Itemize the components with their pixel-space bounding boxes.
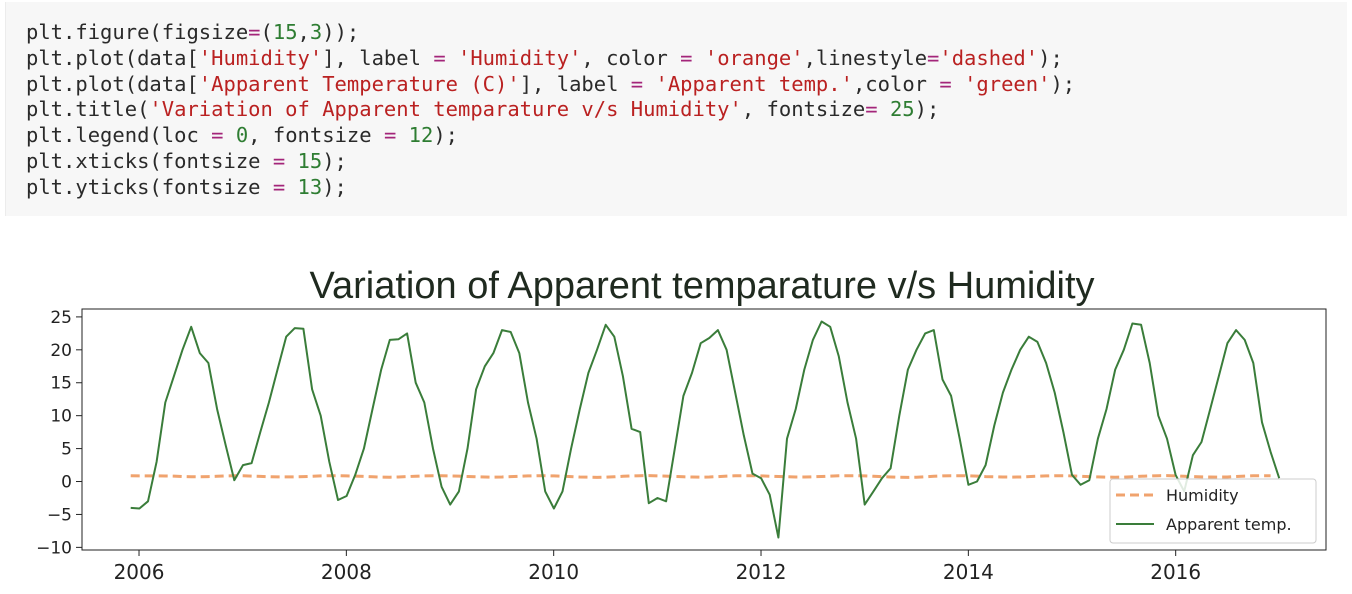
code-token: plt.legend(loc [26, 123, 212, 148]
code-token: ); [322, 174, 347, 199]
legend-box [1109, 478, 1317, 544]
x-tick-label: 2006 [114, 560, 165, 584]
code-token: = [630, 71, 644, 96]
y-tick-label: 5 [61, 440, 72, 460]
apparent-temp-series-line [130, 320, 1281, 539]
code-token: = [680, 45, 693, 70]
code-line: plt.yticks(fontsize = 13); [26, 175, 1075, 201]
code-line: plt.legend(loc = 0, fontsize = 12); [26, 123, 1075, 149]
code-token: 'Apparent Temperature (C)' [198, 71, 520, 96]
code-token: = [433, 45, 446, 70]
y-tick-label: 20 [50, 341, 72, 361]
x-tick-label: 2016 [1150, 560, 1201, 584]
x-tick-label: 2010 [528, 560, 579, 584]
code-token: , color [581, 45, 681, 70]
chart-title: Variation of Apparent temparature v/s Hu… [309, 265, 1094, 307]
code-token: ); [322, 148, 347, 173]
y-axis-ticks: 25 20 15 10 5 0 −5 −10 [36, 308, 82, 558]
x-axis-ticks: 2006 2008 2010 2012 2014 2016 [114, 550, 1201, 584]
code-token: ); [914, 97, 940, 122]
x-tick-label: 2014 [943, 560, 994, 584]
y-tick-label: −10 [36, 538, 72, 558]
code-token: = [939, 71, 952, 96]
x-tick-label: 2012 [736, 560, 787, 584]
code-line: plt.plot(data['Humidity'], label = 'Humi… [26, 46, 1075, 72]
code-token: , [297, 20, 310, 44]
code-token: plt.xticks(fontsize [26, 148, 273, 173]
code-token: = [211, 123, 224, 148]
code-line: plt.xticks(fontsize = 15); [26, 149, 1075, 175]
x-tick-label: 2008 [321, 560, 372, 584]
code-line: plt.title('Variation of Apparent tempara… [26, 97, 1075, 123]
code-token: 13 [297, 174, 323, 199]
y-tick-label: 15 [50, 374, 72, 394]
code-block: plt.figure(figsize=(15,3)); plt.plot(data… [26, 20, 1075, 201]
legend-label: Apparent temp. [1166, 515, 1292, 534]
y-tick-label: −5 [47, 505, 72, 525]
code-token: ); [433, 123, 458, 148]
code-token: = [272, 148, 286, 173]
code-token: 0 [235, 123, 249, 148]
code-line: plt.figure(figsize=(15,3)); [26, 20, 1075, 46]
code-token: , fontsize [741, 97, 866, 122]
code-token: )); [322, 20, 360, 44]
code-token: , fontsize [248, 123, 384, 148]
code-token: 'Humidity' [458, 45, 582, 70]
code-token: 'green' [964, 71, 1051, 96]
plot-frame [81, 308, 1327, 551]
code-token: 15 [272, 20, 298, 44]
y-tick-label: 25 [50, 308, 72, 328]
code-token: plt.plot(data[ [26, 71, 199, 96]
humidity-series-line [130, 474, 1271, 479]
code-token: 'orange' [704, 45, 804, 70]
code-token: ( [260, 20, 273, 44]
code-token: plt.plot(data[ [26, 45, 199, 70]
code-token: 15 [297, 148, 323, 173]
chart-legend: Humidity Apparent temp. [1109, 478, 1317, 544]
y-tick-label: 0 [61, 473, 72, 493]
code-cell[interactable]: plt.figure(figsize=(15,3)); plt.plot(data… [5, 2, 1347, 216]
code-token: = [248, 20, 261, 44]
legend-label: Humidity [1166, 486, 1239, 505]
code-token: 'Humidity' [198, 45, 323, 70]
code-token: plt.title( [26, 97, 150, 122]
code-token: = [927, 45, 940, 70]
code-token: 12 [408, 123, 434, 148]
code-token: = [865, 97, 878, 122]
code-token: 'dashed' [939, 45, 1039, 70]
code-token: 'Apparent temp.' [655, 71, 853, 96]
code-token: ], label [322, 45, 434, 70]
code-token: 3 [309, 20, 323, 44]
code-token: plt.figure(figsize [26, 20, 249, 44]
code-token: 'Variation of Apparent temparature v/s H… [149, 97, 742, 122]
code-token: = [383, 123, 397, 148]
series-layer [130, 320, 1281, 539]
code-token: ); [1050, 71, 1076, 96]
y-tick-label: 10 [50, 407, 72, 427]
code-token: ], label [519, 71, 631, 96]
code-token: ); [1038, 45, 1063, 70]
code-token: plt.yticks(fontsize [26, 174, 273, 199]
code-line: plt.plot(data['Apparent Temperature (C)'… [26, 72, 1075, 98]
code-token: = [272, 174, 286, 199]
code-token: ,color [852, 71, 940, 96]
code-token: 25 [889, 97, 915, 122]
code-token: ,linestyle [803, 45, 928, 70]
